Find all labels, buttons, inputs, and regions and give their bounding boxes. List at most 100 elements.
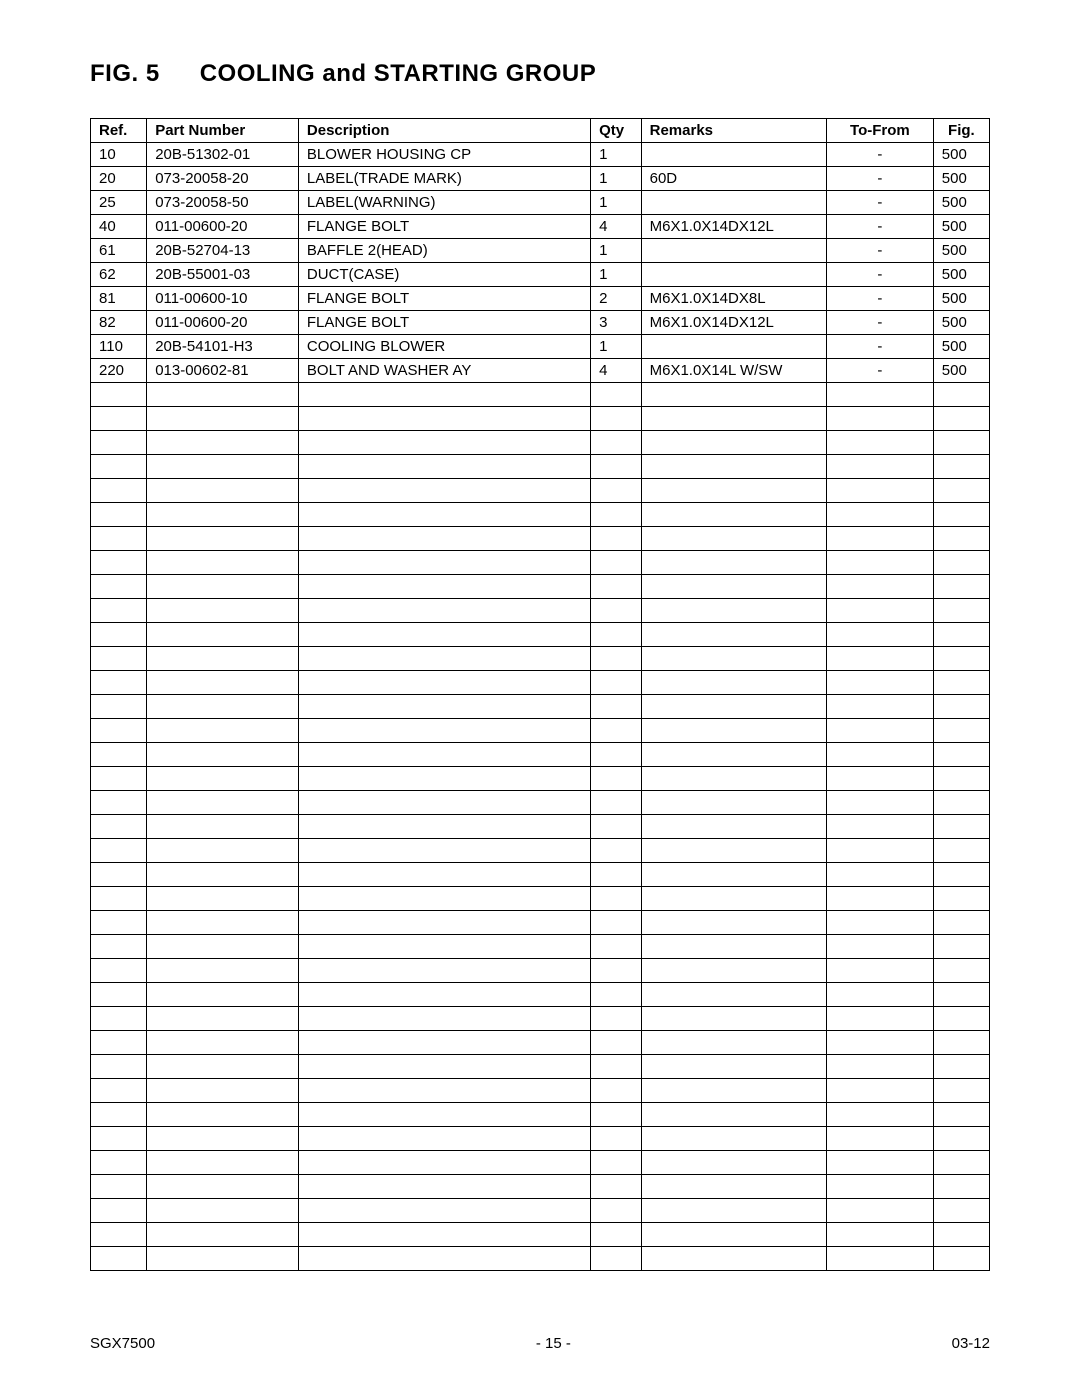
cell-ref: 110 <box>91 335 147 359</box>
cell-empty <box>827 743 934 767</box>
cell-tofrom: - <box>827 239 934 263</box>
cell-empty <box>641 911 826 935</box>
table-row: 220013-00602-81BOLT AND WASHER AY4M6X1.0… <box>91 359 990 383</box>
cell-part-number: 073-20058-20 <box>147 167 299 191</box>
cell-empty <box>91 431 147 455</box>
cell-empty <box>298 695 590 719</box>
cell-empty <box>147 1007 299 1031</box>
cell-empty <box>827 1199 934 1223</box>
cell-part-number: 20B-51302-01 <box>147 143 299 167</box>
table-row: 11020B-54101-H3COOLING BLOWER1-500 <box>91 335 990 359</box>
cell-empty <box>298 743 590 767</box>
cell-empty <box>147 599 299 623</box>
cell-empty <box>591 431 642 455</box>
page-footer: SGX7500 - 15 - 03-12 <box>90 1335 990 1352</box>
cell-empty <box>147 959 299 983</box>
cell-empty <box>933 1223 989 1247</box>
cell-part-number: 013-00602-81 <box>147 359 299 383</box>
cell-ref: 220 <box>91 359 147 383</box>
cell-description: LABEL(TRADE MARK) <box>298 167 590 191</box>
table-row-empty <box>91 839 990 863</box>
table-row-empty <box>91 911 990 935</box>
cell-empty <box>91 1007 147 1031</box>
cell-remarks: 60D <box>641 167 826 191</box>
cell-empty <box>933 527 989 551</box>
cell-empty <box>298 1127 590 1151</box>
cell-empty <box>298 1031 590 1055</box>
table-row-empty <box>91 527 990 551</box>
cell-part-number: 011-00600-20 <box>147 215 299 239</box>
cell-empty <box>147 431 299 455</box>
cell-empty <box>298 1175 590 1199</box>
cell-empty <box>147 479 299 503</box>
cell-empty <box>147 1151 299 1175</box>
cell-empty <box>591 647 642 671</box>
cell-qty: 4 <box>591 359 642 383</box>
table-row-empty <box>91 935 990 959</box>
cell-empty <box>641 671 826 695</box>
cell-empty <box>933 575 989 599</box>
cell-empty <box>641 863 826 887</box>
cell-qty: 2 <box>591 287 642 311</box>
cell-empty <box>298 767 590 791</box>
cell-empty <box>827 839 934 863</box>
table-row-empty <box>91 479 990 503</box>
cell-empty <box>147 1127 299 1151</box>
cell-empty <box>147 383 299 407</box>
cell-empty <box>147 527 299 551</box>
cell-empty <box>933 935 989 959</box>
cell-empty <box>298 503 590 527</box>
cell-empty <box>91 527 147 551</box>
cell-empty <box>641 1223 826 1247</box>
cell-fig: 500 <box>933 167 989 191</box>
cell-empty <box>298 575 590 599</box>
cell-fig: 500 <box>933 215 989 239</box>
cell-empty <box>933 695 989 719</box>
cell-empty <box>591 1031 642 1055</box>
cell-empty <box>591 1055 642 1079</box>
cell-remarks <box>641 335 826 359</box>
cell-empty <box>91 911 147 935</box>
cell-description: FLANGE BOLT <box>298 287 590 311</box>
table-row-empty <box>91 1103 990 1127</box>
cell-empty <box>91 1199 147 1223</box>
cell-empty <box>933 1103 989 1127</box>
table-row-empty <box>91 791 990 815</box>
cell-empty <box>298 1055 590 1079</box>
cell-empty <box>641 623 826 647</box>
table-row-empty <box>91 719 990 743</box>
cell-empty <box>591 815 642 839</box>
cell-empty <box>147 647 299 671</box>
cell-empty <box>933 623 989 647</box>
cell-empty <box>641 551 826 575</box>
table-row-empty <box>91 1055 990 1079</box>
cell-empty <box>933 719 989 743</box>
cell-empty <box>298 959 590 983</box>
cell-fig: 500 <box>933 311 989 335</box>
cell-empty <box>298 1079 590 1103</box>
cell-empty <box>91 1151 147 1175</box>
cell-empty <box>147 767 299 791</box>
cell-empty <box>933 1031 989 1055</box>
cell-empty <box>298 815 590 839</box>
cell-empty <box>591 1103 642 1127</box>
table-row-empty <box>91 407 990 431</box>
cell-empty <box>641 935 826 959</box>
cell-empty <box>933 479 989 503</box>
cell-empty <box>91 1103 147 1127</box>
cell-empty <box>827 1175 934 1199</box>
cell-empty <box>298 383 590 407</box>
cell-description: FLANGE BOLT <box>298 215 590 239</box>
cell-empty <box>147 455 299 479</box>
cell-empty <box>933 671 989 695</box>
cell-qty: 1 <box>591 263 642 287</box>
cell-empty <box>91 935 147 959</box>
cell-tofrom: - <box>827 191 934 215</box>
col-header-description: Description <box>298 119 590 143</box>
cell-empty <box>641 719 826 743</box>
cell-empty <box>827 863 934 887</box>
cell-empty <box>91 1175 147 1199</box>
footer-page-number: - 15 - <box>536 1335 571 1352</box>
cell-empty <box>298 1199 590 1223</box>
table-row-empty <box>91 1127 990 1151</box>
